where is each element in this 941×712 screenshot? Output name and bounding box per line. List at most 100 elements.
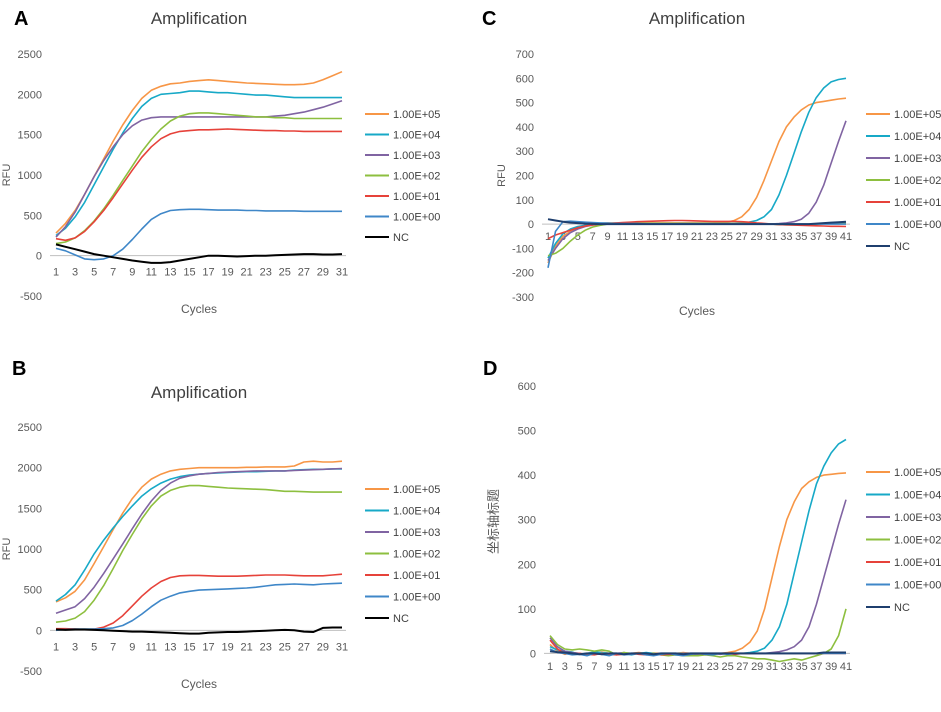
x-tick-label-a: 9 bbox=[129, 267, 135, 279]
x-tick-label-a: 3 bbox=[72, 267, 78, 279]
chart-title-b: Amplification bbox=[151, 383, 247, 402]
panel-letter-b: B bbox=[12, 358, 27, 380]
x-tick-label-b: 17 bbox=[202, 641, 214, 653]
y-tick-label-d: 0 bbox=[530, 648, 536, 660]
series-line-b-0 bbox=[55, 460, 343, 603]
x-tick-label-b: 29 bbox=[317, 641, 329, 653]
series-line-b-2 bbox=[55, 467, 343, 615]
legend-label-b-5: 1.00E+00 bbox=[393, 592, 440, 604]
x-tick-label-a: 27 bbox=[298, 267, 310, 279]
series-line-b-3 bbox=[55, 484, 342, 623]
x-tick-label-d: 15 bbox=[647, 661, 659, 673]
x-tick-label-b: 23 bbox=[260, 641, 272, 653]
panel-letter-c: C bbox=[482, 8, 497, 30]
y-axis-label-b: RFU bbox=[1, 538, 13, 561]
y-tick-label-b: 0 bbox=[36, 625, 42, 637]
y-tick-label-a: -500 bbox=[20, 291, 42, 303]
legend-label-c-3: 1.00E+02 bbox=[894, 175, 941, 187]
x-tick-label-c: 17 bbox=[661, 231, 673, 243]
x-tick-label-a: 11 bbox=[146, 267, 157, 279]
x-tick-label-c: 1 bbox=[545, 231, 551, 243]
series-line-a-5 bbox=[55, 208, 342, 261]
x-tick-label-b: 19 bbox=[221, 641, 233, 653]
legend-label-d-4: 1.00E+01 bbox=[894, 557, 941, 569]
series-line-a-1 bbox=[55, 90, 342, 237]
x-tick-label-a: 7 bbox=[110, 267, 116, 279]
x-tick-label-d: 5 bbox=[577, 661, 583, 673]
y-tick-label-c: 700 bbox=[516, 49, 534, 61]
legend-label-d-6: NC bbox=[894, 602, 910, 614]
y-tick-label-c: 600 bbox=[516, 73, 534, 85]
series-line-a-3 bbox=[55, 112, 342, 245]
x-tick-label-b: 9 bbox=[129, 641, 135, 653]
x-tick-label-b: 21 bbox=[241, 641, 253, 653]
series-line-c-5 bbox=[547, 220, 846, 268]
y-tick-label-c: 300 bbox=[516, 146, 534, 158]
x-tick-label-b: 31 bbox=[336, 641, 348, 653]
x-tick-label-c: 29 bbox=[750, 231, 762, 243]
x-tick-label-d: 33 bbox=[781, 661, 793, 673]
y-tick-label-b: 2000 bbox=[18, 463, 42, 475]
legend-label-b-0: 1.00E+05 bbox=[393, 484, 440, 496]
x-tick-label-a: 19 bbox=[221, 267, 233, 279]
x-tick-label-c: 35 bbox=[795, 231, 807, 243]
x-tick-label-c: 9 bbox=[605, 231, 611, 243]
x-tick-label-b: 11 bbox=[146, 641, 157, 653]
y-axis-label-c: RFU bbox=[496, 164, 508, 187]
y-tick-label-a: 1000 bbox=[18, 170, 42, 182]
legend-label-b-1: 1.00E+04 bbox=[393, 506, 440, 518]
x-tick-label-a: 21 bbox=[241, 267, 253, 279]
x-tick-label-c: 7 bbox=[590, 231, 596, 243]
x-tick-label-c: 41 bbox=[840, 231, 852, 243]
y-tick-label-d: 500 bbox=[518, 426, 536, 438]
legend-label-d-2: 1.00E+03 bbox=[894, 512, 941, 524]
y-tick-label-d: 300 bbox=[518, 515, 536, 527]
legend-label-c-1: 1.00E+04 bbox=[894, 131, 941, 143]
x-tick-label-c: 37 bbox=[810, 231, 822, 243]
series-line-b-4 bbox=[56, 573, 343, 631]
x-tick-label-c: 15 bbox=[646, 231, 658, 243]
x-tick-label-b: 13 bbox=[164, 641, 176, 653]
legend-label-c-6: NC bbox=[894, 241, 910, 253]
legend-label-b-3: 1.00E+02 bbox=[393, 549, 440, 561]
y-tick-label-c: -300 bbox=[512, 292, 534, 304]
legend-label-d-3: 1.00E+02 bbox=[894, 535, 941, 547]
chart-title-a: Amplification bbox=[151, 9, 247, 28]
x-axis-label-a: Cycles bbox=[181, 302, 217, 316]
series-line-a-4 bbox=[55, 128, 342, 242]
series-line-b-5 bbox=[55, 582, 343, 632]
x-axis-label-b: Cycles bbox=[181, 677, 217, 691]
x-tick-label-d: 21 bbox=[692, 661, 704, 673]
y-tick-label-c: 200 bbox=[516, 171, 534, 183]
legend-label-c-0: 1.00E+05 bbox=[894, 109, 941, 121]
x-tick-label-d: 9 bbox=[606, 661, 612, 673]
series-line-d-3 bbox=[549, 608, 847, 663]
x-tick-label-d: 1 bbox=[547, 661, 553, 673]
x-tick-label-c: 33 bbox=[780, 231, 792, 243]
y-tick-label-b: 2500 bbox=[18, 422, 42, 434]
y-tick-label-a: 2000 bbox=[18, 89, 42, 101]
series-line-a-2 bbox=[55, 100, 343, 238]
y-tick-label-c: -200 bbox=[512, 268, 534, 280]
x-tick-label-c: 31 bbox=[765, 231, 777, 243]
x-tick-label-b: 7 bbox=[110, 641, 116, 653]
x-tick-label-d: 7 bbox=[591, 661, 597, 673]
y-tick-label-a: 500 bbox=[24, 210, 42, 222]
legend-label-b-6: NC bbox=[393, 613, 409, 625]
y-tick-label-d: 100 bbox=[518, 604, 536, 616]
legend-label-d-1: 1.00E+04 bbox=[894, 490, 941, 502]
legend-label-c-4: 1.00E+01 bbox=[894, 197, 941, 209]
y-tick-label-b: 1000 bbox=[18, 544, 42, 556]
x-tick-label-c: 23 bbox=[706, 231, 718, 243]
y-tick-label-c: 100 bbox=[516, 195, 534, 207]
y-tick-label-d: 600 bbox=[518, 381, 536, 393]
x-tick-label-d: 29 bbox=[751, 661, 763, 673]
series-line-a-0 bbox=[55, 70, 343, 234]
legend-label-a-4: 1.00E+01 bbox=[393, 191, 440, 203]
panel-letter-d: D bbox=[483, 358, 498, 380]
x-tick-label-d: 3 bbox=[562, 661, 568, 673]
